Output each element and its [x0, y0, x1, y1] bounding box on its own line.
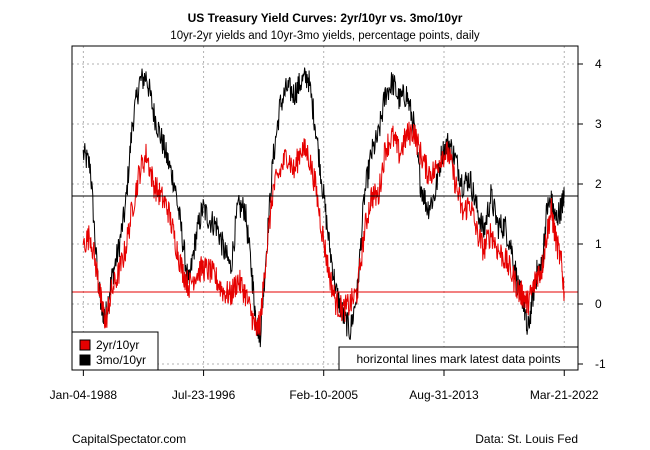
y-tick-label: 2 [595, 177, 602, 191]
legend-swatch [79, 339, 91, 351]
x-tick-label: Jul-23-1996 [172, 388, 236, 402]
x-tick-label: Aug-31-2013 [409, 388, 479, 402]
annotation-text: horizontal lines mark latest data points [356, 352, 560, 366]
plot-frame [71, 45, 579, 371]
annotation-box [338, 346, 579, 371]
credit-text: CapitalSpectator.com [72, 432, 187, 446]
x-tick-label: Mar-21-2022 [530, 388, 599, 402]
y-tick-label: 3 [595, 117, 602, 131]
legend-label: 2yr/10yr [96, 338, 139, 352]
chart-subtitle: 10yr-2yr yields and 10yr-3mo yields, per… [170, 30, 480, 42]
series-line-3mo-10yr [82, 67, 565, 348]
legend-swatch [79, 354, 91, 366]
series-line-2yr-10yr [82, 121, 565, 336]
y-tick-label: 4 [595, 57, 602, 71]
chart-title: US Treasury Yield Curves: 2yr/10yr vs. 3… [187, 11, 463, 25]
y-tick-label: 1 [595, 237, 602, 251]
y-tick-label: 0 [595, 297, 602, 311]
x-tick-label: Jan-04-1988 [50, 388, 118, 402]
y-tick-label: -1 [595, 357, 606, 371]
legend-label: 3mo/10yr [96, 353, 146, 367]
x-tick-label: Feb-10-2005 [289, 388, 358, 402]
source-text: Data: St. Louis Fed [475, 432, 578, 446]
